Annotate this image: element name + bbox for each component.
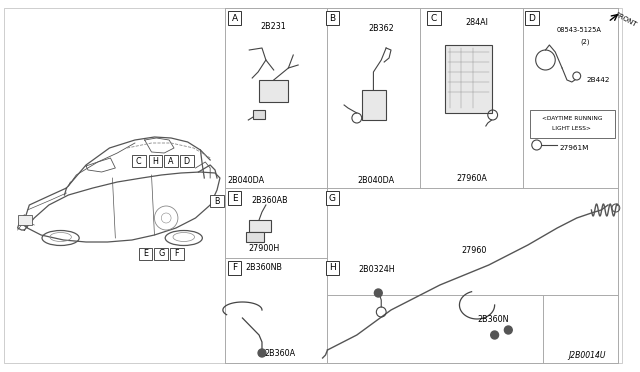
Text: 2B040DA: 2B040DA [228, 176, 265, 185]
Bar [530, 110, 615, 138]
Text: C: C [431, 13, 437, 22]
Bar [228, 261, 241, 275]
Text: H: H [329, 263, 336, 273]
Text: 2B360A: 2B360A [264, 349, 295, 357]
Text: F: F [175, 250, 179, 259]
Circle shape [258, 349, 266, 357]
Text: E: E [143, 250, 148, 259]
Bar [180, 155, 193, 167]
Text: G: G [158, 250, 164, 259]
Bar [246, 232, 264, 242]
Text: 2B362: 2B362 [369, 23, 394, 32]
Text: A: A [168, 157, 174, 166]
Bar [525, 11, 539, 25]
Bar [132, 155, 146, 167]
Text: E: E [232, 193, 237, 202]
Bar [326, 191, 339, 205]
Text: 27960: 27960 [461, 246, 487, 254]
Text: J2B0014U: J2B0014U [568, 352, 606, 360]
Text: 2B360N: 2B360N [477, 315, 509, 324]
Text: H: H [152, 157, 158, 166]
Text: FRONT: FRONT [614, 12, 637, 28]
Text: 2B360AB: 2B360AB [252, 196, 288, 205]
Text: 284Al: 284Al [466, 17, 488, 26]
Bar [228, 191, 241, 205]
Text: 2B040DA: 2B040DA [358, 176, 395, 185]
Bar [17, 215, 32, 225]
Circle shape [504, 326, 512, 334]
Bar [326, 261, 339, 275]
Text: (2): (2) [580, 39, 590, 45]
Bar [249, 220, 271, 232]
Text: 2B231: 2B231 [261, 22, 287, 31]
Bar [445, 45, 492, 113]
Bar [164, 155, 178, 167]
Text: 27900H: 27900H [248, 244, 280, 253]
Text: 2B442: 2B442 [586, 77, 610, 83]
Text: 2B0324H: 2B0324H [358, 266, 395, 275]
Text: G: G [329, 193, 336, 202]
Text: F: F [232, 263, 237, 273]
Bar [139, 248, 152, 260]
Text: 2B360NB: 2B360NB [245, 263, 282, 273]
Bar [210, 195, 224, 207]
Text: A: A [232, 13, 237, 22]
Text: D: D [184, 157, 190, 166]
Text: B: B [214, 196, 220, 205]
Bar [259, 80, 289, 102]
Bar [228, 11, 241, 25]
Text: 27961M: 27961M [559, 145, 589, 151]
Text: 08543-5125A: 08543-5125A [556, 27, 601, 33]
Bar [154, 248, 168, 260]
Text: 27960A: 27960A [457, 173, 488, 183]
Text: D: D [529, 13, 535, 22]
Text: <DAYTIME RUNNING: <DAYTIME RUNNING [541, 115, 602, 121]
Bar [253, 110, 265, 119]
Bar [362, 90, 386, 120]
Bar [170, 248, 184, 260]
Bar [427, 11, 441, 25]
Text: B: B [330, 13, 335, 22]
Circle shape [374, 289, 382, 297]
Bar [148, 155, 163, 167]
Text: LIGHT LESS>: LIGHT LESS> [552, 125, 591, 131]
Circle shape [491, 331, 499, 339]
Bar [326, 11, 339, 25]
Text: C: C [136, 157, 141, 166]
